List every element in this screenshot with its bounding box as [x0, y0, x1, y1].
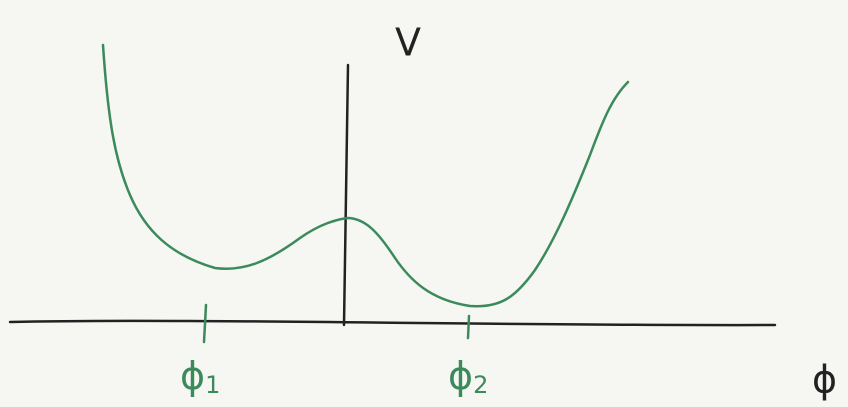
subscript: 1: [205, 371, 220, 399]
symbol: ϕ: [180, 354, 205, 398]
x-axis-label: ϕ: [812, 358, 837, 402]
y-axis-label: V: [395, 21, 421, 65]
paper: [0, 0, 848, 407]
minimum-tick: [468, 316, 469, 338]
symbol: ϕ: [448, 354, 473, 398]
subscript: 2: [473, 371, 488, 399]
sketch: V ϕ ϕ1 ϕ2: [0, 0, 848, 407]
